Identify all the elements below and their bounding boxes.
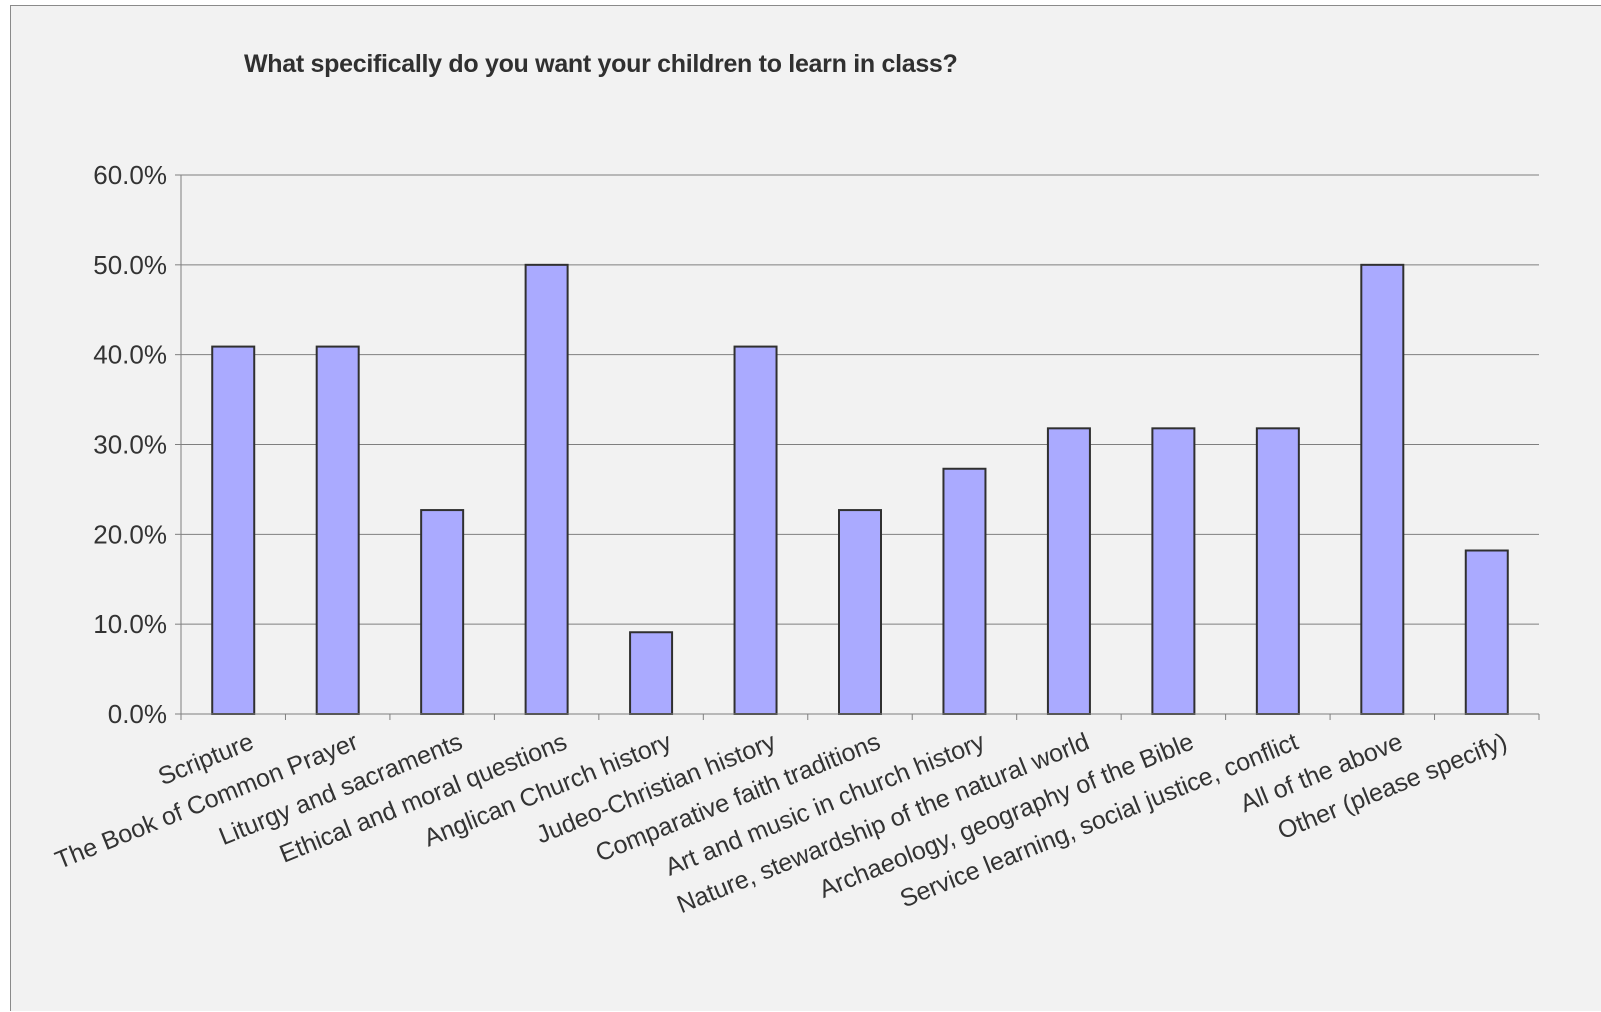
bar <box>1255 427 1300 715</box>
axes <box>175 174 1540 720</box>
bar <box>629 631 674 715</box>
bar <box>1360 263 1405 715</box>
y-tick-label: 0.0% <box>108 699 167 729</box>
bar <box>420 509 465 715</box>
y-tick-label: 20.0% <box>93 519 167 549</box>
bar <box>942 467 987 715</box>
bar <box>838 509 882 715</box>
bar-chart: 0.0%10.0%20.0%30.0%40.0%50.0%60.0%Script… <box>51 160 1540 919</box>
y-tick-label: 30.0% <box>93 430 167 460</box>
chart-frame: What specifically do you want your child… <box>10 5 1601 1011</box>
bar <box>211 345 256 715</box>
bar <box>733 345 778 715</box>
y-tick-label: 50.0% <box>93 250 167 280</box>
bar <box>1464 549 1509 716</box>
bar <box>1046 427 1091 715</box>
bar <box>524 263 569 715</box>
bar <box>1151 427 1196 715</box>
y-tick-label: 10.0% <box>93 609 167 639</box>
y-tick-label: 40.0% <box>93 340 167 370</box>
y-tick-label: 60.0% <box>93 160 167 190</box>
chart-title: What specifically do you want your child… <box>244 50 958 78</box>
bar <box>315 345 360 715</box>
bars <box>211 263 1509 716</box>
